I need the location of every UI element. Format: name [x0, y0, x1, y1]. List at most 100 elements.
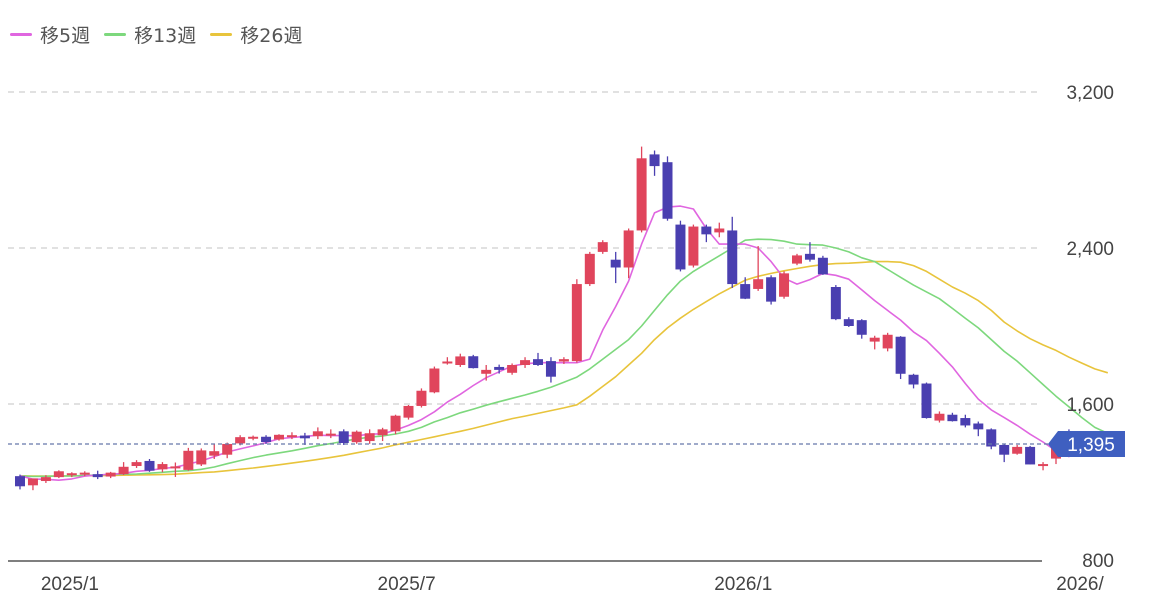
candle-down — [817, 255, 828, 275]
candle-body — [571, 284, 582, 362]
y-tick-label: 1,600 — [1066, 395, 1114, 416]
candle-body — [701, 226, 712, 235]
candle-down — [15, 474, 25, 490]
candle-down — [299, 432, 310, 445]
candle-body — [843, 319, 854, 326]
candle-body — [235, 437, 246, 444]
legend: 移5週 移13週 移26週 — [10, 20, 316, 48]
candle-up — [27, 478, 38, 491]
candle-body — [727, 230, 738, 285]
candle-down — [766, 275, 777, 305]
candle-up — [429, 366, 440, 394]
x-tick-label: 2025/7 — [378, 574, 436, 595]
candle-body — [196, 450, 207, 465]
ma26-line — [19, 260, 1109, 477]
candle-up — [571, 279, 582, 363]
candle-up — [442, 357, 453, 365]
candle-up — [248, 435, 259, 441]
candle-body — [792, 255, 802, 264]
candle-body — [377, 429, 388, 436]
candle-up — [131, 460, 142, 468]
candle-up — [623, 228, 634, 279]
candle-body — [830, 287, 841, 320]
candle-up — [40, 475, 51, 483]
ma5-line — [19, 205, 1108, 482]
candle-up — [688, 224, 699, 268]
candle-body — [934, 413, 945, 421]
moving-average-lines — [19, 205, 1109, 482]
legend-label-ma13: 移13週 — [134, 24, 197, 47]
candle-body — [558, 359, 569, 362]
candle-body — [869, 337, 880, 342]
candle-body — [209, 451, 220, 456]
candle-down — [986, 428, 997, 450]
candle-body — [804, 253, 815, 260]
candle-up — [196, 448, 207, 467]
candle-body — [947, 414, 958, 422]
candle-body — [1025, 446, 1036, 465]
candle-body — [15, 476, 25, 487]
candle-up — [481, 365, 492, 381]
candle-body — [817, 257, 828, 275]
x-tick-label: 2025/1 — [41, 574, 99, 595]
candle-up — [79, 471, 90, 477]
candle-body — [403, 405, 414, 418]
y-tick-label: 800 — [1082, 551, 1114, 572]
candle-down — [610, 251, 621, 284]
candle-up — [584, 251, 595, 287]
candle-body — [105, 472, 116, 477]
y-tick-label: 3,200 — [1066, 83, 1114, 104]
candle-down — [92, 470, 103, 480]
legend-item-ma13[interactable]: 移13週 — [104, 21, 196, 48]
candle-body — [338, 431, 349, 443]
candle-body — [248, 436, 259, 439]
candle-body — [882, 334, 893, 349]
candle-down — [960, 414, 971, 428]
candles — [15, 146, 1087, 491]
legend-swatch-ma26 — [210, 32, 233, 36]
candle-down — [1025, 445, 1036, 465]
candle-down — [727, 216, 738, 288]
ma13-line — [19, 238, 1109, 478]
candle-down — [908, 373, 919, 389]
candle-body — [533, 359, 543, 365]
candle-body — [455, 356, 466, 365]
candle-up — [351, 430, 362, 444]
x-tick-label: 2026/1 — [714, 574, 772, 595]
y-tick-label: 2,400 — [1066, 239, 1114, 260]
axes: 800 1,600 2,400 3,200 2025/1 2025/7 2026/1 2026… — [8, 83, 1114, 595]
current-price-label: 1,395 — [1067, 435, 1115, 456]
candle-body — [416, 390, 427, 406]
candle-body — [157, 464, 168, 470]
candle-up — [66, 472, 77, 478]
candle-body — [364, 433, 375, 442]
candle-down — [662, 156, 673, 221]
candle-up — [882, 332, 893, 352]
candle-body — [908, 374, 919, 385]
candle-body — [351, 431, 362, 443]
candle-down — [999, 443, 1010, 463]
candle-down — [494, 364, 505, 374]
candle-body — [740, 284, 751, 299]
candle-up — [597, 240, 608, 254]
candle-body — [183, 450, 194, 470]
legend-item-ma26[interactable]: 移26週 — [210, 21, 302, 48]
x-tick-label: 2026/ — [1056, 574, 1104, 595]
candle-up — [325, 429, 336, 439]
candle-body — [312, 431, 323, 437]
candle-up — [364, 429, 375, 444]
candle-down — [468, 354, 479, 369]
candle-body — [960, 418, 971, 426]
legend-item-ma5[interactable]: 移5週 — [10, 21, 90, 48]
candle-body — [274, 434, 284, 440]
candle-body — [662, 162, 673, 219]
legend-swatch-ma13 — [104, 32, 127, 36]
candle-body — [442, 361, 453, 364]
candle-body — [1038, 464, 1049, 467]
candle-body — [507, 365, 518, 373]
candle-down — [804, 242, 815, 262]
candle-up — [558, 357, 569, 365]
candle-body — [623, 230, 634, 268]
candle-body — [170, 466, 181, 469]
